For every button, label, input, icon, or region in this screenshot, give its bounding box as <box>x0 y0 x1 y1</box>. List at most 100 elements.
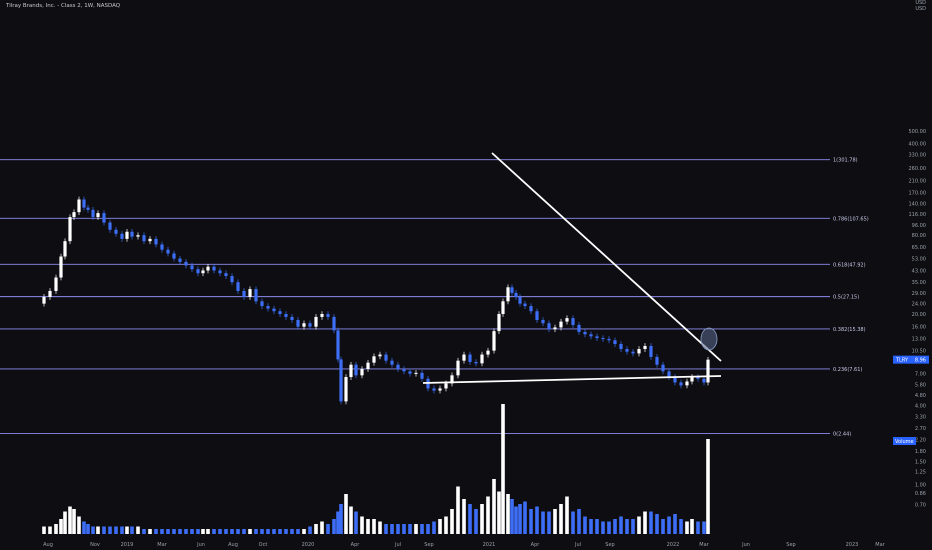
volume-bar <box>278 529 282 534</box>
candle-body <box>349 364 353 378</box>
candle-body <box>82 199 86 208</box>
candle-body <box>673 377 677 383</box>
volume-bar <box>172 529 176 534</box>
candle-body <box>372 356 376 363</box>
candle-body <box>501 301 505 315</box>
price-axis-tick: 24.00 <box>912 302 926 308</box>
support-trendline <box>422 375 722 384</box>
candle-body <box>190 265 194 270</box>
candle-body <box>690 377 694 382</box>
volume-bar <box>480 504 484 534</box>
volume-bar <box>696 521 700 534</box>
volume-bar <box>154 529 158 534</box>
time-axis-tick: Jul <box>574 542 581 548</box>
volume-bar <box>48 526 52 534</box>
volume-bar <box>474 509 478 534</box>
time-axis-tick: Mar <box>157 542 167 548</box>
candle-body <box>420 372 424 379</box>
candle-body <box>154 238 158 245</box>
candle-body <box>326 314 330 317</box>
candle-body <box>68 217 72 242</box>
volume-bar <box>59 519 63 534</box>
last-price-value: 8.96 <box>915 358 926 364</box>
volume-bar <box>148 529 152 534</box>
price-axis-tick: 2.20 <box>915 437 926 443</box>
candle-body <box>402 369 406 372</box>
volume-bar <box>426 524 430 534</box>
candle-body <box>667 371 671 378</box>
candle-body <box>63 241 67 257</box>
candle-body <box>529 306 533 312</box>
volume-bar <box>366 519 370 534</box>
candle-body <box>320 314 324 317</box>
candle-body <box>456 360 460 376</box>
volume-bar <box>184 529 188 534</box>
candle-body <box>108 222 112 230</box>
price-axis-tick: 1.50 <box>915 459 926 465</box>
candle-body <box>497 314 501 332</box>
volume-bar <box>201 529 205 534</box>
candle-body <box>559 321 563 328</box>
candle-body <box>637 349 641 354</box>
candle-body <box>120 233 124 239</box>
price-axis-tick: 140.00 <box>909 201 927 207</box>
volume-bar <box>462 499 466 534</box>
candle-body <box>366 362 370 370</box>
volume-bar <box>166 529 170 534</box>
candle-body <box>535 311 539 320</box>
volume-bar <box>679 519 683 534</box>
volume-bar <box>486 496 490 534</box>
time-axis-tick: 2023 <box>846 542 859 548</box>
candle-body <box>518 296 522 304</box>
volume-bar <box>547 511 551 534</box>
price-axis-tick: 20.00 <box>912 312 926 318</box>
volume-bar <box>248 529 252 534</box>
candle-body <box>260 301 264 307</box>
candle-body <box>432 388 436 391</box>
candle-body <box>438 388 442 391</box>
candle-body <box>148 238 152 242</box>
volume-bar <box>272 529 276 534</box>
time-axis-tick: 2021 <box>483 542 496 548</box>
volume-bar <box>196 529 200 534</box>
fib-level-label: 1(301.78) <box>833 158 858 164</box>
candle-body <box>492 331 496 351</box>
volume-bar <box>492 479 496 534</box>
volume-label: Volume <box>895 439 914 445</box>
candle-body <box>266 306 270 309</box>
price-axis-tick: 16.00 <box>912 325 926 331</box>
candle-body <box>378 354 382 357</box>
volume-bar <box>625 519 629 534</box>
candle-body <box>649 345 653 357</box>
candle-body <box>390 360 394 365</box>
volume-bar <box>565 496 569 534</box>
volume-bar <box>378 521 382 534</box>
volume-bar <box>326 524 330 534</box>
volume-bar <box>296 529 300 534</box>
candle-body <box>655 356 659 365</box>
price-axis-tick: 170.00 <box>909 190 927 196</box>
price-axis-tick: 260.00 <box>909 166 927 172</box>
candle-body <box>450 375 454 384</box>
candle-body <box>91 209 95 218</box>
fib-level-label: 0.382(15.38) <box>833 327 866 333</box>
volume-bar <box>190 529 194 534</box>
volume-bar <box>408 524 412 534</box>
candle-body <box>242 290 246 297</box>
candle-body <box>290 316 294 320</box>
price-axis-tick: 43.00 <box>912 268 926 274</box>
candle-body <box>625 349 629 352</box>
candle-body <box>136 235 140 237</box>
candle-body <box>607 338 611 341</box>
volume-bar <box>510 499 514 534</box>
volume-bar <box>236 529 240 534</box>
fib-level-label: 0.786(107.65) <box>833 216 869 222</box>
volume-bar <box>284 529 288 534</box>
candle-body <box>553 327 557 330</box>
volume-bar <box>601 521 605 534</box>
candle-body <box>130 231 134 237</box>
candle-body <box>444 383 448 389</box>
descending-trendline <box>491 152 722 362</box>
